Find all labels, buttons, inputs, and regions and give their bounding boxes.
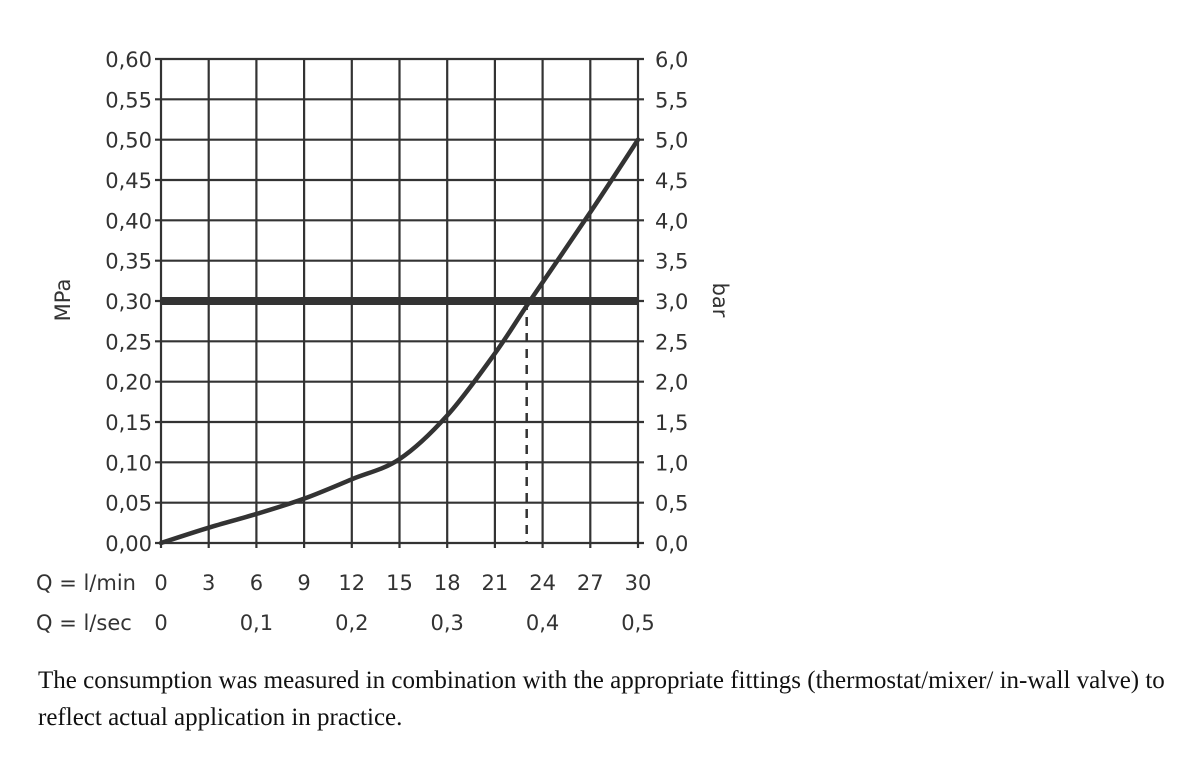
x-tick-label-lsec: 0,4 [526,611,559,635]
y-tick-label-mpa: 0,05 [105,492,152,516]
y-tick-label-bar: 1,0 [655,451,688,475]
y-tick-label-mpa: 0,15 [105,411,152,435]
y-tick-label-bar: 0,0 [655,532,688,556]
y-tick-label-bar: 1,5 [655,411,688,435]
y-tick-label-mpa: 0,40 [105,209,152,233]
y-tick-label-mpa: 0,25 [105,330,152,354]
y-tick-label-mpa: 0,35 [105,250,152,274]
y-tick-label-mpa: 0,10 [105,451,152,475]
x-tick-label-lmin: 0 [154,571,167,595]
footnote: The consumption was measured in combinat… [38,667,1165,731]
x-tick-label-lmin: 27 [577,571,604,595]
x-tick-label-lsec: 0,1 [240,611,273,635]
y-tick-label-bar: 5,5 [655,88,688,112]
x-tick-label-lmin: 3 [202,571,215,595]
x-tick-label-lmin: 15 [386,571,413,595]
y-tick-label-mpa: 0,20 [105,371,152,395]
x-axis-label-lsec: Q = l/sec [36,611,132,635]
y-tick-label-mpa: 0,50 [105,129,152,153]
x-tick-label-lsec: 0,5 [621,611,654,635]
y-tick-label-mpa: 0,30 [105,290,152,314]
y-axis-label-mpa: MPa [51,279,75,322]
y-tick-label-mpa: 0,45 [105,169,152,193]
x-tick-label-lmin: 18 [434,571,461,595]
x-tick-label-lmin: 12 [338,571,365,595]
y-tick-label-bar: 6,0 [655,48,688,72]
series-line [158,137,641,546]
y-tick-label-bar: 3,0 [655,290,688,314]
x-tick-label-lmin: 24 [529,571,556,595]
y-tick-label-mpa: 0,55 [105,88,152,112]
x-tick-label-lmin: 9 [297,571,310,595]
x-tick-label-lmin: 6 [250,571,263,595]
y-tick-label-mpa: 0,60 [105,48,152,72]
x-tick-label-lmin: 21 [482,571,509,595]
y-tick-label-bar: 4,0 [655,209,688,233]
x-tick-label-lsec: 0,3 [430,611,463,635]
y-tick-label-bar: 0,5 [655,492,688,516]
x-tick-label-lmin: 30 [625,571,652,595]
y-tick-label-bar: 5,0 [655,129,688,153]
x-tick-label-lsec: 0,2 [335,611,368,635]
y-axis-label-bar: bar [708,283,732,318]
y-tick-label-bar: 3,5 [655,250,688,274]
x-tick-label-lsec: 0 [154,611,167,635]
x-axis-label-lmin: Q = l/min [36,571,136,595]
y-tick-label-bar: 2,0 [655,371,688,395]
y-tick-label-mpa: 0,00 [105,532,152,556]
y-tick-label-bar: 4,5 [655,169,688,193]
y-tick-label-bar: 2,5 [655,330,688,354]
